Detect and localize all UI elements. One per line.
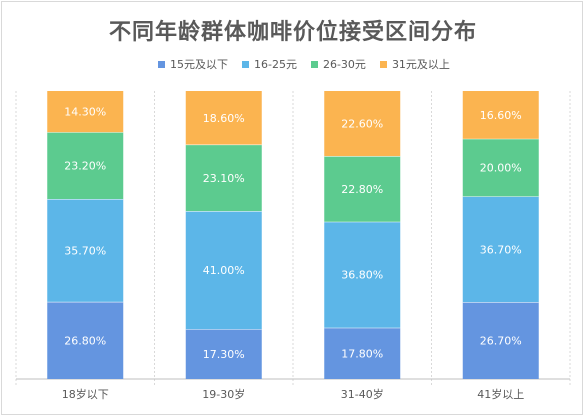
data-label: 23.10% (203, 172, 245, 185)
chart-legend: 15元及以下 16-25元 26-30元 31元及以上 (158, 56, 458, 72)
legend-swatch (310, 60, 318, 68)
legend-item-2: 26-30元 (310, 56, 366, 72)
bar-segment (324, 91, 401, 157)
data-label: 17.30% (203, 348, 245, 361)
data-label: 22.80% (341, 183, 383, 196)
data-label: 36.80% (341, 269, 383, 282)
data-label: 41.00% (203, 264, 245, 277)
data-label: 23.20% (64, 160, 106, 173)
data-label: 26.80% (64, 334, 106, 347)
x-tick-label: 31-40岁 (341, 387, 384, 401)
bar-segment (462, 196, 539, 303)
x-tick-label: 19-30岁 (202, 387, 245, 401)
bar-segment (324, 327, 401, 379)
legend-item-3: 31元及以上 (379, 56, 450, 72)
legend-label: 16-25元 (254, 58, 297, 71)
data-label: 17.80% (341, 347, 383, 360)
bar-segment (185, 144, 262, 212)
data-label: 16.60% (480, 109, 522, 122)
bar-segment (47, 301, 124, 379)
x-tick-label: 18岁以下 (62, 387, 109, 401)
data-label: 14.30% (64, 106, 106, 119)
bar-segment (462, 138, 539, 197)
data-label: 22.60% (341, 118, 383, 131)
bar-segment (185, 211, 262, 330)
legend-label: 26-30元 (322, 58, 366, 71)
bar-segment (462, 302, 539, 379)
data-label: 20.00% (480, 162, 522, 175)
data-label: 26.70% (480, 335, 522, 348)
bar-segment (324, 156, 401, 222)
data-label: 36.70% (480, 243, 522, 256)
legend-label: 15元及以下 (170, 58, 228, 71)
legend-item-1: 16-25元 (242, 56, 297, 72)
bar-segment (185, 91, 262, 145)
data-label: 18.60% (203, 112, 245, 125)
bar-segment (47, 199, 124, 302)
legend-swatch (158, 60, 165, 68)
legend-swatch (379, 60, 387, 68)
bar-segment (462, 91, 539, 139)
bar-segment (185, 329, 262, 379)
legend-label: 31元及以上 (391, 58, 450, 71)
data-label: 35.70% (64, 244, 106, 257)
bar-segment (47, 91, 124, 133)
legend-swatch (242, 60, 249, 68)
legend-item-0: 15元及以下 (158, 56, 228, 72)
bar-segment (324, 221, 401, 328)
x-tick-label: 41岁以上 (477, 387, 524, 401)
chart-title: 不同年龄群体咖啡价位接受区间分布 (108, 20, 477, 45)
bar-segment (47, 132, 124, 199)
